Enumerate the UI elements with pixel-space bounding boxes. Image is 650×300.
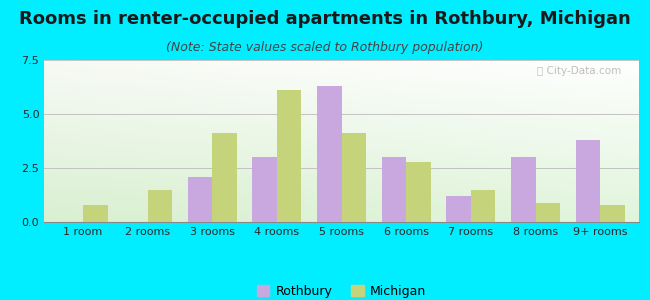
Bar [148, 190, 172, 222]
Bar [188, 177, 213, 222]
Bar [83, 205, 107, 222]
Text: Rooms in renter-occupied apartments in Rothbury, Michigan: Rooms in renter-occupied apartments in R… [19, 11, 631, 28]
Bar [471, 190, 495, 222]
Bar [342, 134, 366, 222]
Bar [511, 157, 536, 222]
Text: (Note: State values scaled to Rothbury population): (Note: State values scaled to Rothbury p… [166, 40, 484, 53]
Bar [576, 140, 600, 222]
Legend: Rothbury, Michigan: Rothbury, Michigan [252, 280, 431, 300]
Bar [252, 157, 277, 222]
Text: ⓘ City-Data.com: ⓘ City-Data.com [537, 67, 621, 76]
Bar [447, 196, 471, 222]
Bar [213, 134, 237, 222]
Bar [382, 157, 406, 222]
Bar [600, 205, 625, 222]
Bar [536, 202, 560, 222]
Bar [406, 161, 431, 222]
Bar [277, 90, 302, 222]
Bar [317, 86, 342, 222]
